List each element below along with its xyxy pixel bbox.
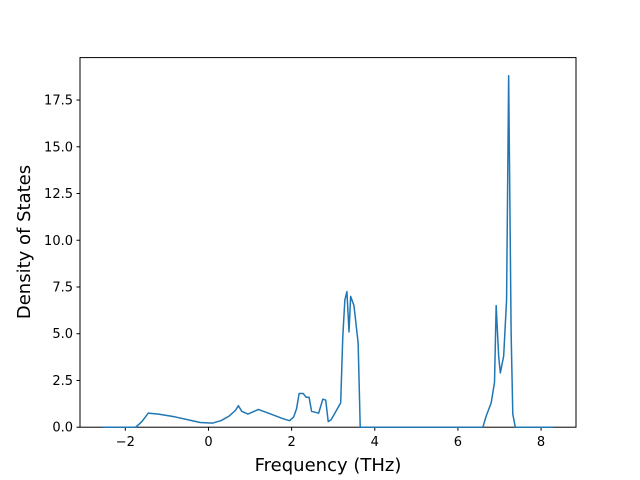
line-series xyxy=(102,74,554,428)
y-tick-label: 7.5 xyxy=(52,280,73,295)
axes-frame xyxy=(79,57,577,428)
y-tick-label: 0.0 xyxy=(52,421,73,436)
x-axis-label: Frequency (THz) xyxy=(255,455,402,476)
y-tick-label: 12.5 xyxy=(44,187,73,202)
y-axis-label: Density of States xyxy=(14,165,35,319)
x-tick-label: 4 xyxy=(371,435,379,450)
y-tick-label: 17.5 xyxy=(44,94,73,109)
y-tick-label: 15.0 xyxy=(44,140,73,155)
x-tick-label: 0 xyxy=(204,435,212,450)
x-tick-label: 2 xyxy=(287,435,295,450)
x-tick-label: 6 xyxy=(454,435,462,450)
y-tick-label: 10.0 xyxy=(44,234,73,249)
y-tick-label: 2.5 xyxy=(52,374,73,389)
x-tick-label: −2 xyxy=(116,435,135,450)
x-tick-label: 8 xyxy=(537,435,545,450)
y-tick-label: 5.0 xyxy=(52,327,73,342)
